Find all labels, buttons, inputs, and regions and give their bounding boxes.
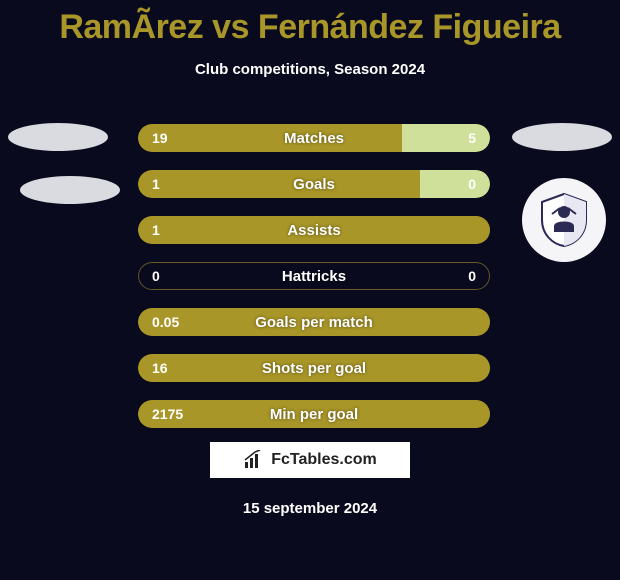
stat-bar-left <box>138 308 490 336</box>
subtitle: Club competitions, Season 2024 <box>0 61 620 78</box>
club-crest-icon <box>534 190 594 250</box>
chart-icon <box>243 450 265 470</box>
club-badge <box>522 178 606 262</box>
date-text: 15 september 2024 <box>0 500 620 517</box>
stat-row: Hattricks00 <box>138 262 490 290</box>
stat-bar-left <box>138 124 402 152</box>
stat-row: Min per goal2175 <box>138 400 490 428</box>
footer-brand-text: FcTables.com <box>271 451 377 469</box>
stat-row: Assists1 <box>138 216 490 244</box>
footer-brand: FcTables.com <box>210 442 410 478</box>
stat-row: Matches195 <box>138 124 490 152</box>
player-left-ellipse-1 <box>8 123 108 151</box>
stat-bar-left <box>138 170 420 198</box>
stat-bar-right <box>402 124 490 152</box>
player-right-ellipse-1 <box>512 123 612 151</box>
stat-row: Shots per goal16 <box>138 354 490 382</box>
stat-bars-container: Matches195 Goals10 Assists1 Hattricks00 Goal… <box>138 124 490 446</box>
stat-bar-left <box>138 216 490 244</box>
page-title: RamÃ­rez vs Fernández Figueira <box>0 0 620 47</box>
stat-bar-right <box>420 170 490 198</box>
stat-bar-left <box>138 400 490 428</box>
stat-row: Goals10 <box>138 170 490 198</box>
player-left-ellipse-2 <box>20 176 120 204</box>
stat-row: Goals per match0.05 <box>138 308 490 336</box>
stat-bar-left <box>138 354 490 382</box>
